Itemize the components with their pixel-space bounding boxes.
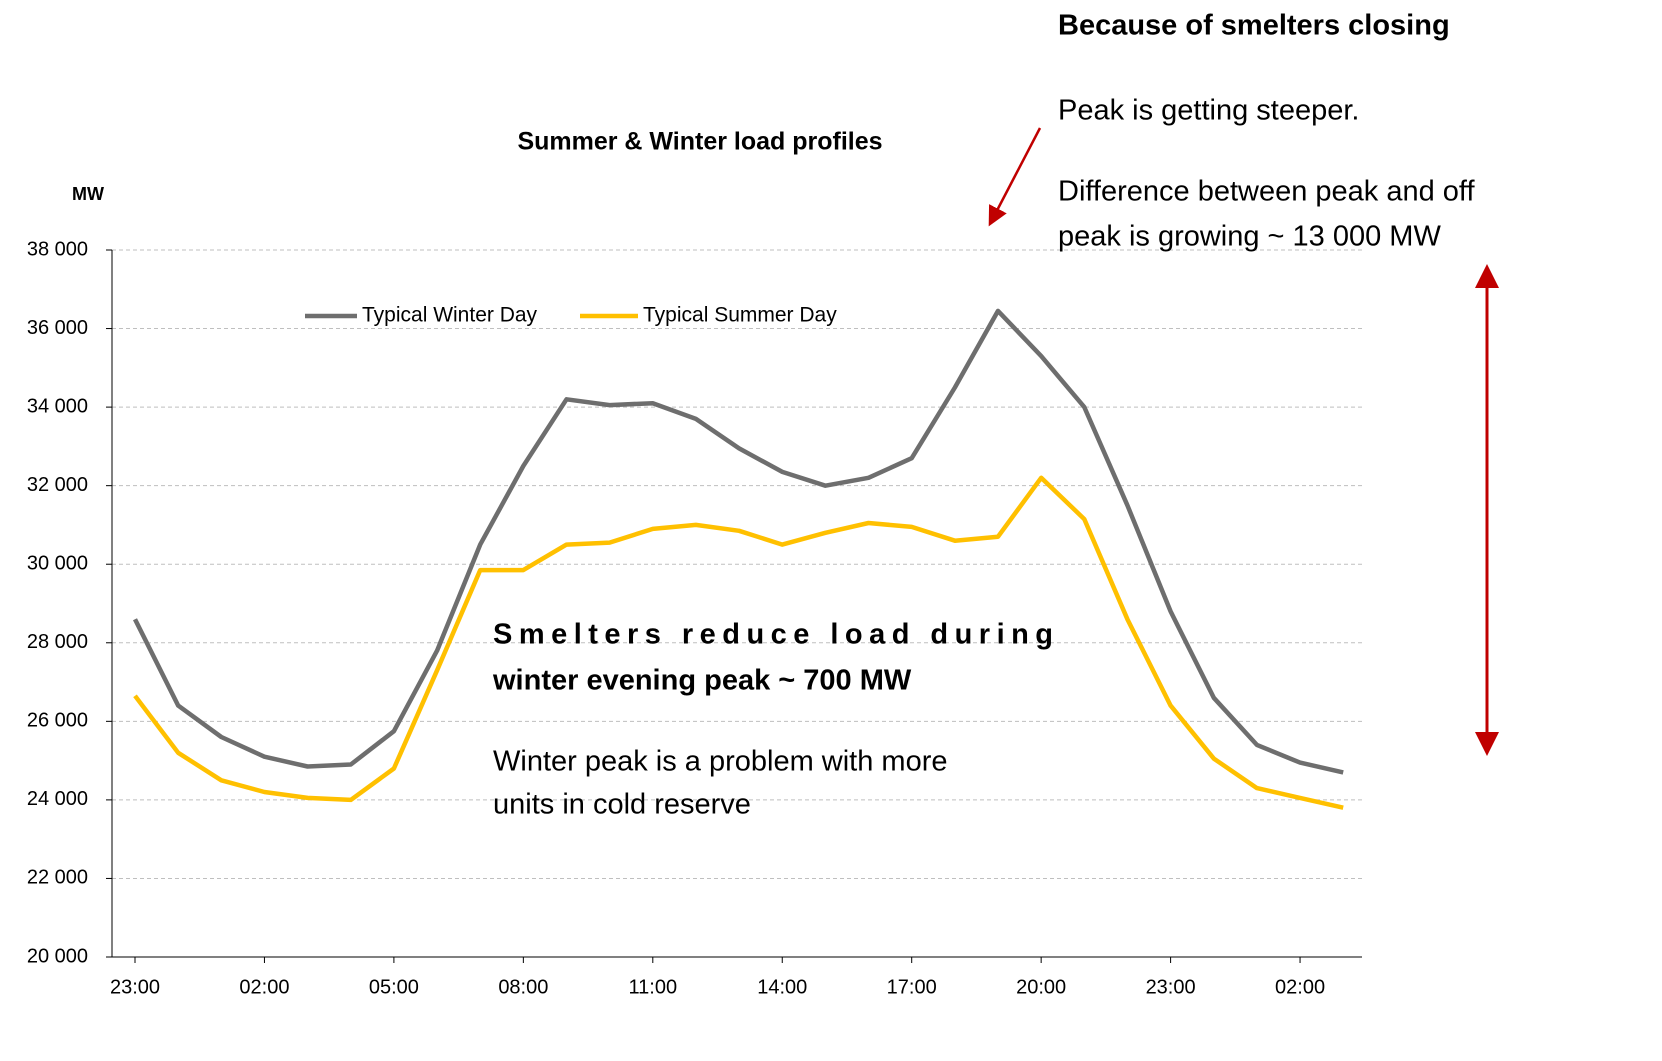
series-line bbox=[133, 475, 1344, 810]
y-tick-label: 32 000 bbox=[27, 474, 88, 496]
y-tick-label: 30 000 bbox=[27, 553, 88, 575]
annotation: peak is growing ~ 13 000 MW bbox=[1058, 221, 1441, 253]
annotation: Peak is getting steeper. bbox=[1058, 95, 1359, 127]
annotation-arrow bbox=[988, 127, 1042, 227]
y-tick-label: 20 000 bbox=[27, 945, 88, 967]
y-tick-label: 28 000 bbox=[27, 631, 88, 653]
y-axis-label: MW bbox=[72, 184, 104, 204]
x-tick-label: 14:00 bbox=[757, 976, 807, 998]
annotation: Smelters reduce load during bbox=[493, 619, 1053, 651]
annotation: Winter peak is a problem with more bbox=[493, 746, 948, 778]
x-tick-label: 11:00 bbox=[629, 976, 678, 998]
annotation: Difference between peak and off bbox=[1058, 176, 1475, 208]
legend-label: Typical Summer Day bbox=[643, 304, 837, 327]
y-tick-label: 38 000 bbox=[27, 238, 88, 260]
y-tick-label: 34 000 bbox=[27, 395, 88, 417]
annotation: Because of smelters closing bbox=[1058, 10, 1450, 42]
x-tick-label: 02:00 bbox=[239, 976, 289, 998]
legend-label: Typical Winter Day bbox=[362, 304, 538, 327]
y-tick-label: 26 000 bbox=[27, 710, 88, 732]
x-tick-label: 05:00 bbox=[369, 976, 419, 998]
x-tick-label: 02:00 bbox=[1275, 976, 1325, 998]
x-tick-label: 08:00 bbox=[498, 976, 548, 998]
x-tick-label: 17:00 bbox=[887, 976, 937, 998]
x-tick-label: 20:00 bbox=[1016, 976, 1066, 998]
y-tick-label: 22 000 bbox=[27, 867, 88, 889]
x-tick-label: 23:00 bbox=[1146, 976, 1196, 998]
annotation: units in cold reserve bbox=[493, 789, 751, 821]
x-tick-label: 23:00 bbox=[110, 976, 160, 998]
series-line bbox=[132, 308, 1344, 775]
chart-title: Summer & Winter load profiles bbox=[517, 128, 882, 156]
y-tick-label: 24 000 bbox=[27, 788, 88, 810]
y-tick-label: 36 000 bbox=[27, 317, 88, 339]
annotation: winter evening peak ~ 700 MW bbox=[492, 665, 912, 697]
